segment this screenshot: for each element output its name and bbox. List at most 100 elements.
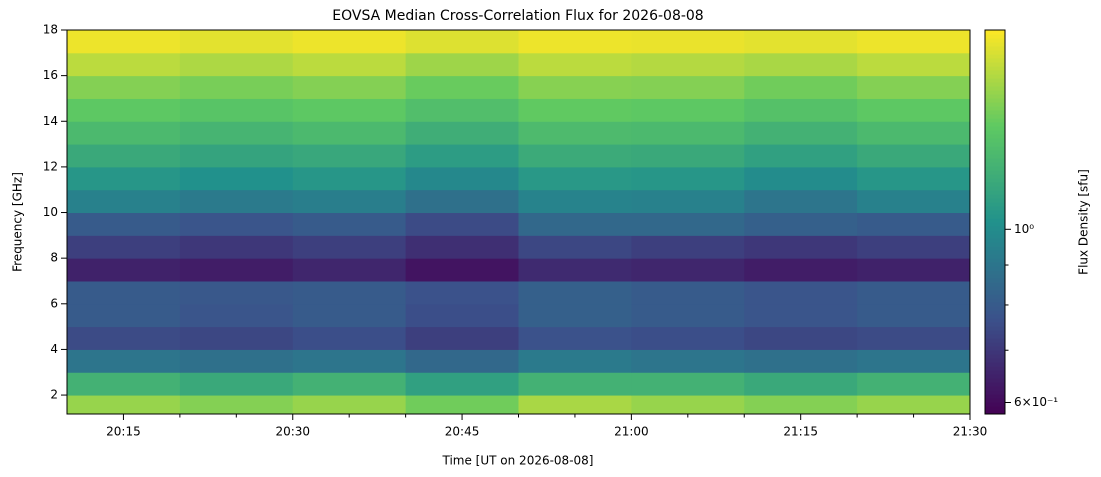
colorbar-segment (985, 174, 1005, 179)
heatmap-cell (179, 349, 294, 373)
colorbar-segment (985, 310, 1005, 315)
colorbar-segment (985, 110, 1005, 115)
heatmap-cell (405, 280, 519, 305)
colorbar-segment (985, 230, 1005, 235)
colorbar-segment (985, 254, 1005, 259)
colorbar-segment (985, 394, 1005, 399)
heatmap-cell (518, 280, 632, 305)
heatmap-cell (857, 395, 971, 415)
y-tick-label: 18 (43, 23, 58, 37)
heatmap-cell (292, 75, 407, 99)
heatmap-cell (857, 98, 971, 122)
heatmap-cell (631, 235, 745, 259)
heatmap-cell (179, 121, 294, 145)
y-axis-label: Frequency [GHz] (11, 172, 25, 272)
colorbar-segment (985, 98, 1005, 103)
x-tick-label: 21:15 (783, 425, 818, 439)
heatmap-cell (857, 372, 971, 396)
heatmap-cell (631, 212, 745, 236)
heatmap-cell (857, 52, 971, 77)
colorbar-segment (985, 390, 1005, 395)
colorbar-segment (985, 126, 1005, 131)
colorbar-segment (985, 146, 1005, 151)
y-tick-label: 2 (50, 388, 58, 402)
heatmap-cell (292, 144, 407, 168)
heatmap-cell (518, 395, 632, 415)
heatmap-cell (179, 52, 294, 77)
heatmap-cell (631, 303, 745, 328)
colorbar-segment (985, 190, 1005, 195)
heatmap-cell (744, 372, 858, 396)
heatmap-cell (292, 372, 407, 396)
colorbar-segment (985, 398, 1005, 403)
heatmap-cell (518, 372, 632, 396)
heatmap-cell (744, 30, 858, 54)
colorbar-segment (985, 366, 1005, 371)
heatmap-cell (744, 280, 858, 305)
colorbar-segment (985, 246, 1005, 251)
colorbar-segment (985, 382, 1005, 387)
heatmap-cell (292, 349, 407, 373)
colorbar-segment (985, 346, 1005, 351)
colorbar-segment (985, 314, 1005, 319)
heatmap-cell (179, 280, 294, 305)
heatmap-cell (292, 212, 407, 236)
heatmap-cell (67, 98, 181, 122)
colorbar-segment (985, 322, 1005, 327)
heatmap-cell (518, 144, 632, 168)
colorbar-segment (985, 330, 1005, 335)
colorbar-segment (985, 46, 1005, 51)
colorbar-segment (985, 38, 1005, 43)
x-tick-label: 21:00 (614, 425, 649, 439)
colorbar-segment (985, 50, 1005, 55)
colorbar-segment (985, 210, 1005, 215)
heatmap-cell (857, 75, 971, 99)
heatmap-cell (292, 235, 407, 259)
heatmap-cell (292, 395, 407, 415)
heatmap-cell (857, 235, 971, 259)
heatmap-cell (518, 212, 632, 236)
y-tick-label: 6 (50, 296, 58, 310)
heatmap-cell (67, 52, 181, 77)
heatmap-cell (744, 395, 858, 415)
colorbar-segment (985, 138, 1005, 143)
colorbar-segment (985, 362, 1005, 367)
heatmap-cell (744, 189, 858, 214)
heatmap-cell (67, 144, 181, 168)
heatmap-cell (631, 326, 745, 350)
heatmap-cell (518, 121, 632, 145)
colorbar-segment (985, 150, 1005, 155)
heatmap-cell (518, 30, 632, 54)
colorbar-segment (985, 274, 1005, 279)
heatmap-cell (292, 52, 407, 77)
heatmap-cell (405, 98, 519, 122)
heatmap-cell (744, 212, 858, 236)
heatmap-cell (631, 189, 745, 214)
colorbar-segment (985, 342, 1005, 347)
heatmap-cell (518, 258, 632, 282)
colorbar-segment (985, 350, 1005, 355)
colorbar-segment (985, 270, 1005, 275)
colorbar-segment (985, 306, 1005, 311)
heatmap-cell (857, 326, 971, 350)
heatmap-cell (857, 30, 971, 54)
heatmap-cell (67, 30, 181, 54)
colorbar-segment (985, 202, 1005, 207)
colorbar-segment (985, 58, 1005, 63)
colorbar-segment (985, 170, 1005, 175)
heatmap-cell (631, 166, 745, 191)
colorbar-segment (985, 214, 1005, 219)
colorbar-segment (985, 162, 1005, 167)
colorbar-segment (985, 278, 1005, 283)
colorbar-segment (985, 198, 1005, 203)
colorbar-segment (985, 302, 1005, 307)
heatmap-cell (744, 235, 858, 259)
heatmap-cell (179, 189, 294, 214)
heatmap-cell (744, 326, 858, 350)
colorbar-segment (985, 122, 1005, 127)
heatmap-cell (857, 189, 971, 214)
heatmap-cell (518, 235, 632, 259)
heatmap-cell (179, 372, 294, 396)
